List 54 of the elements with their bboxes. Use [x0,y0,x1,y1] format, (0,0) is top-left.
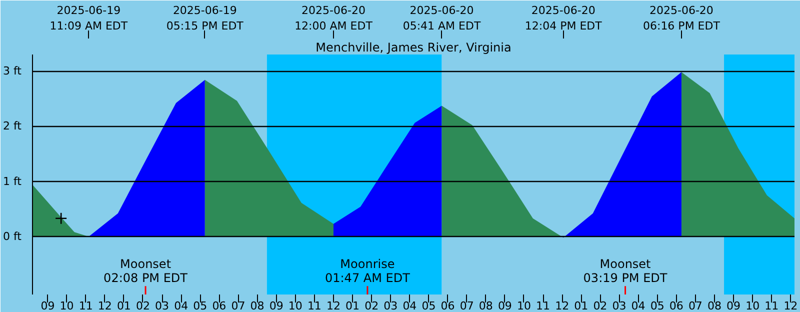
y-tick-label: 3 ft [3,64,22,78]
x-tick-label: 11 [307,300,322,312]
x-tick-label: 03 [155,300,170,312]
x2-tick-label: 2025-06-19 05:15 PM EDT [166,4,244,32]
x-tick-label: 11 [536,300,550,312]
x-tick-label: 09 [726,300,741,312]
x-tick-label: 02 [136,300,150,312]
x-tick-label: 03 [384,300,398,312]
x-tick-label: 07 [460,300,474,312]
x-tick-label: 08 [478,300,493,312]
x-tick-label: 01 [116,300,131,312]
x-tick-label: 06 [440,300,455,312]
x-tick-label: 01 [574,300,588,312]
y-tick-label: 2 ft [3,120,22,133]
x-tick-label: 12 [555,300,570,312]
x-tick-label: 11 [78,300,93,312]
x2-tick-label: 2025-06-19 11:09 AM EDT [50,4,128,32]
x-tick-label: 10 [288,300,302,312]
x-tick-label: 04 [174,300,188,312]
x-tick-label: 07 [688,300,702,312]
x-tick-label: 05 [422,300,436,312]
x-tick-label: 08 [250,300,264,312]
x-tick-label: 09 [498,300,512,312]
chart-title: Menchville, James River, Virginia [316,40,512,54]
x2-tick-label: 2025-06-20 05:41 AM EDT [402,4,481,32]
x-tick-label: 09 [269,300,284,312]
x-tick-label: 11 [764,300,779,312]
x-tick-label: 05 [650,300,664,312]
x-tick-label: 01 [346,300,360,312]
x2-tick-label: 2025-06-20 06:16 PM EDT [642,4,720,32]
x-tick-label: 10 [516,300,531,312]
y-tick-label: 1 ft [3,174,22,188]
x2-tick-label: 2025-06-20 12:04 PM EDT [524,4,602,32]
x2-tick-label: 2025-06-20 12:00 AM EDT [294,4,373,32]
x-tick-label: 05 [193,300,208,312]
ref-line-label: Moonset 02:08 PM EDT [104,256,188,285]
x-tick-label: 10 [746,300,760,312]
x-tick-label: 03 [612,300,626,312]
ref-line-label: Moonrise 01:47 AM EDT [325,256,411,285]
x-tick-label: 12 [98,300,112,312]
x-tick-label: 09 [40,300,55,312]
ref-line-label: Moonset 03:19 PM EDT [583,256,668,285]
x-tick-label: 06 [212,300,226,312]
x-tick-label: 04 [402,300,417,312]
x-tick-label: 06 [669,300,684,312]
x-tick-label: 02 [593,300,608,312]
x-tick-label: 12 [784,300,798,312]
x-tick-label: 04 [631,300,646,312]
x-tick-label: 12 [326,300,340,312]
x-tick-label: 02 [364,300,379,312]
y-tick-label: 0 ft [3,230,22,244]
x-tick-label: 08 [707,300,722,312]
x-tick-label: 10 [60,300,74,312]
x-tick-label: 07 [231,300,246,312]
